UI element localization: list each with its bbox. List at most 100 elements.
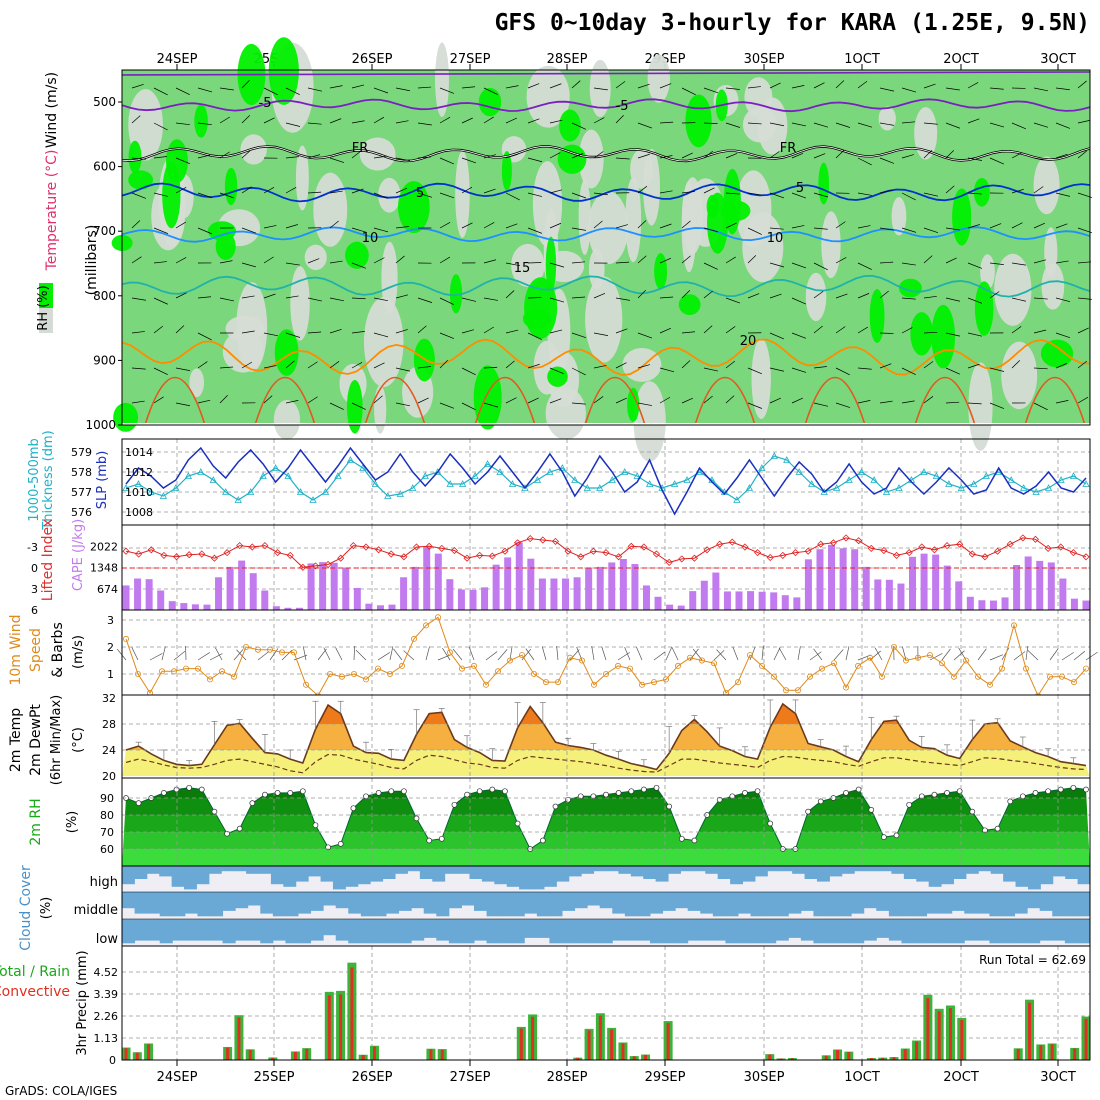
wind-barb	[659, 83, 672, 89]
cloud-high-cell	[494, 866, 508, 885]
thickness-label-2: Thickness (dm)	[41, 430, 56, 530]
wind-10m-barb	[425, 646, 430, 661]
rh-marker	[135, 800, 142, 806]
wind-10m-barb	[624, 646, 631, 661]
wind-barb	[659, 223, 672, 229]
thickness-marker	[832, 484, 841, 491]
wind-barb	[901, 192, 916, 201]
cloud-low-cell	[876, 919, 890, 938]
rh-moist-patch	[128, 170, 154, 190]
rh-marker	[274, 790, 281, 796]
rh-marker	[489, 786, 496, 793]
cape-bar	[932, 554, 940, 610]
panel-frame-upper-air	[121, 69, 1091, 426]
li-marker	[741, 543, 749, 551]
wind-barb	[637, 122, 653, 129]
wind-barb	[923, 331, 938, 334]
cloud-level-label: low	[96, 932, 119, 947]
cloud-high-cell	[990, 866, 1004, 874]
rh-dry-patch	[633, 381, 666, 462]
cloud-low-cell	[750, 919, 764, 944]
li-marker	[274, 549, 282, 557]
cloud-high-cell	[754, 866, 768, 877]
cape-bar	[284, 607, 292, 610]
wind-barb	[1055, 400, 1069, 404]
li-marker	[867, 544, 875, 552]
wind-speed-marker	[639, 681, 646, 688]
wind-barb	[747, 86, 761, 89]
cloud-high-cell	[395, 866, 408, 874]
cloud-low-cell	[335, 919, 349, 941]
thickness-marker	[334, 472, 342, 479]
wind-barb	[879, 400, 893, 404]
thickness-marker	[222, 488, 230, 495]
cloud-high-cell	[928, 866, 942, 887]
thickness-marker	[321, 488, 330, 495]
thickness-marker	[683, 476, 691, 483]
cape-tick-label: 1348	[90, 562, 118, 575]
li-tick-label: 3	[31, 583, 38, 596]
rh-dry-patch	[735, 170, 772, 248]
cloud-high-cell	[432, 866, 446, 882]
wind-barb	[549, 189, 563, 194]
wind-speed-marker	[494, 668, 501, 675]
wind-barb	[153, 367, 168, 376]
wind-barb	[439, 297, 454, 305]
wind-10m-barb	[929, 653, 943, 661]
li-marker	[589, 547, 597, 555]
temperature-contour	[121, 98, 1091, 113]
wind-barb	[967, 118, 980, 124]
rh-dry-patch	[511, 243, 545, 287]
wind-barb	[681, 191, 695, 194]
wind-barb	[549, 367, 565, 375]
cloud-low-cell	[398, 919, 412, 944]
wind-barb	[681, 397, 693, 404]
wind-barb	[703, 122, 718, 124]
wind-barb	[879, 332, 894, 334]
rh-moist-patch	[559, 109, 581, 142]
cape-bar	[1013, 564, 1021, 610]
thickness-marker	[1032, 488, 1040, 495]
wind-speed-marker	[170, 668, 177, 675]
wind-barb	[681, 290, 691, 299]
rh-marker	[350, 805, 357, 812]
rh-marker	[1057, 786, 1064, 793]
li-marker	[577, 553, 585, 561]
cloud-middle-cell	[775, 892, 789, 917]
wind-barb	[351, 297, 366, 300]
bottom-date-label: 30SEP	[744, 1070, 785, 1085]
wind-barb	[791, 397, 803, 404]
wind-10m-barb	[393, 648, 403, 661]
cloud-middle-cell	[159, 892, 173, 917]
wind-barb	[945, 185, 955, 194]
precip-convective-bar	[350, 967, 354, 1060]
wind-speed-marker	[446, 649, 453, 656]
precip-convective-bar	[960, 1020, 964, 1060]
wind-speed-marker	[362, 676, 369, 683]
cape-bar	[538, 578, 546, 610]
panel-base	[122, 423, 1090, 425]
cloud-high-cell	[1040, 866, 1054, 885]
li-marker	[728, 538, 736, 546]
precip-convective-bar	[135, 1052, 139, 1060]
precip-convective-bar	[429, 1049, 433, 1060]
cape-bar	[654, 596, 662, 610]
cape-bar	[989, 600, 997, 610]
slp-line	[125, 446, 1087, 516]
cloud-low-cell	[612, 919, 626, 941]
cape-bar	[307, 563, 315, 610]
wind-barb	[285, 187, 297, 194]
cape-bar	[712, 572, 720, 610]
bottom-date-label: 1OCT	[844, 1070, 880, 1085]
li-marker	[956, 540, 964, 548]
cape-bar	[804, 559, 812, 610]
cloud-middle-cell	[700, 892, 714, 914]
cloud-high-cell	[283, 866, 297, 887]
cloud-middle-cell	[474, 892, 488, 911]
cloud-low-cell	[926, 919, 940, 944]
wind-speed-marker	[975, 673, 982, 680]
contour-label: FR	[780, 141, 797, 156]
wind-barb	[351, 262, 367, 269]
cape-bar	[781, 595, 789, 610]
